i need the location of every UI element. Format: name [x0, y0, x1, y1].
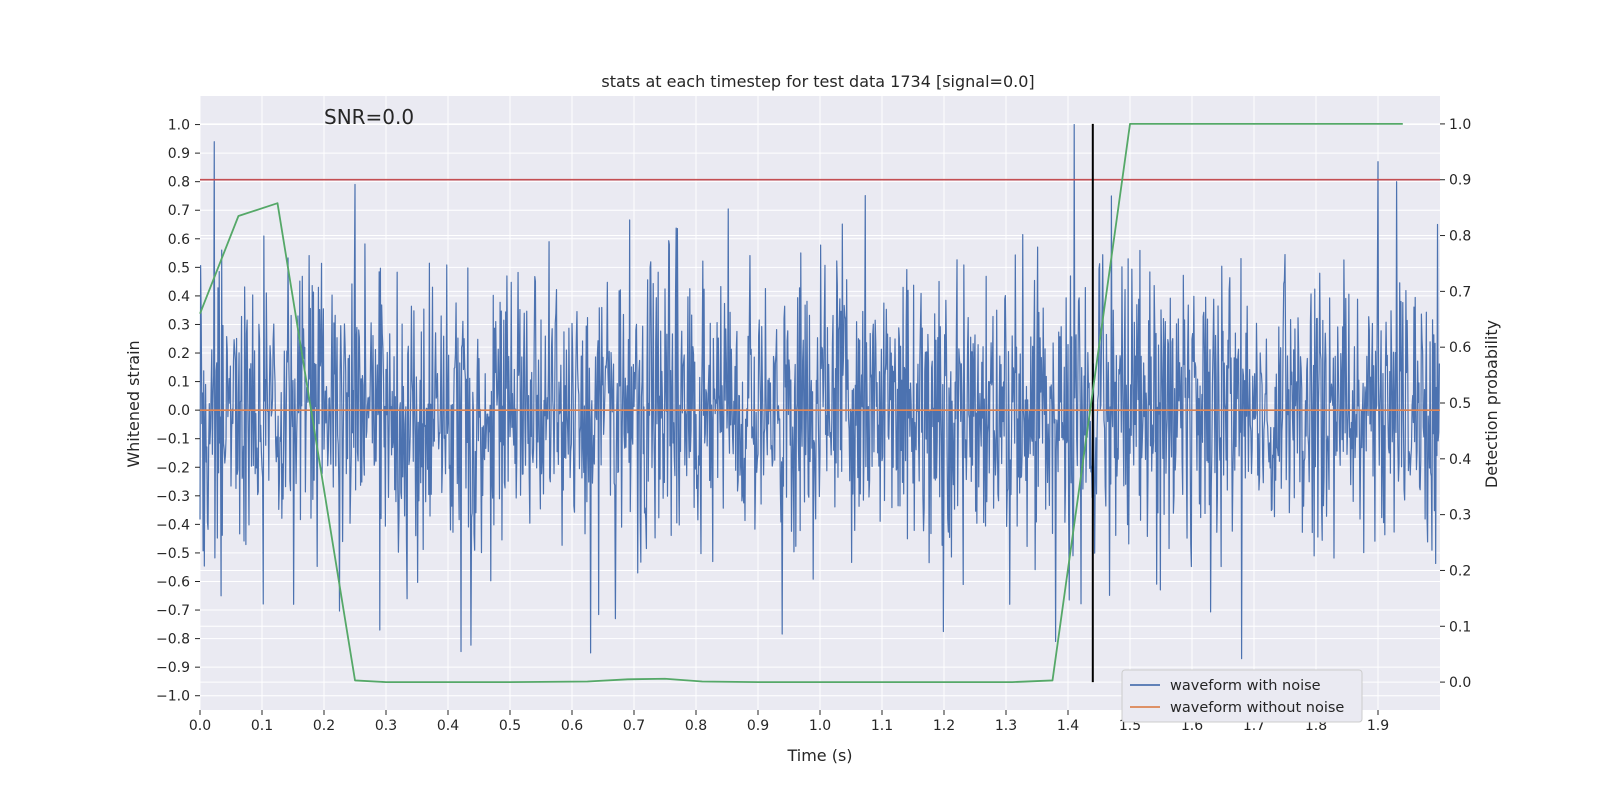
y-tick-label-left: −0.3 [156, 489, 190, 505]
y-tick-label-right: 0.9 [1449, 173, 1471, 189]
y-tick-label-right: 0.0 [1449, 675, 1471, 691]
y-tick-label-left: 0.6 [168, 232, 190, 248]
y-tick-label-left: 0.8 [168, 175, 190, 191]
x-tick-label: 1.1 [871, 718, 893, 734]
x-tick-label: 0.7 [623, 718, 645, 734]
x-tick-label: 0.6 [561, 718, 583, 734]
y-tick-label-left: −0.2 [156, 460, 190, 476]
y-tick-label-left: −0.8 [156, 632, 190, 648]
y-tick-label-left: −0.6 [156, 574, 190, 590]
y-axis-left: 1.0 0.9 0.8 0.7 0.6 0.5 0.4 0.3 0.2 0.1 0.0 −0.1 −0.… [156, 118, 200, 705]
y-tick-label-left: −0.4 [156, 517, 190, 533]
y-tick-label-right: 1.0 [1449, 117, 1471, 133]
x-tick-label: 1.3 [995, 718, 1017, 734]
y-tick-label-left: 0.9 [168, 146, 190, 162]
y-tick-label-left: −0.9 [156, 660, 190, 676]
y-tick-label-right: 0.7 [1449, 284, 1471, 300]
y-tick-label-left: −0.7 [156, 603, 190, 619]
detection-probability-line [199, 123, 1403, 683]
y-tick-label-right: 0.4 [1449, 452, 1471, 468]
x-tick-label: 0.3 [375, 718, 397, 734]
x-tick-label: 0.0 [189, 718, 211, 734]
y-axis-label-left: Whitened strain [124, 340, 143, 467]
x-tick-label: 0.5 [499, 718, 521, 734]
y-tick-label-right: 0.1 [1449, 619, 1471, 635]
y-tick-label-left: 0.3 [168, 317, 190, 333]
y-tick-label-left: 1.0 [168, 118, 190, 134]
y-tick-label-left: −0.5 [156, 546, 190, 562]
y-tick-label-right: 0.2 [1449, 563, 1471, 579]
y-tick-label-left: 0.0 [168, 403, 190, 419]
y-tick-label-left: 0.7 [168, 203, 190, 219]
legend: waveform with noise waveform without noi… [1121, 669, 1363, 723]
y-tick-label-left: 0.1 [168, 375, 190, 391]
y-tick-label-left: 0.4 [168, 289, 190, 305]
x-tick-label: 0.8 [685, 718, 707, 734]
legend-box [1121, 669, 1363, 723]
y-tick-label-left: 0.2 [168, 346, 190, 362]
series-waveform-with-noise [199, 123, 1440, 660]
y-tick-label-left: 0.5 [168, 260, 190, 276]
y-tick-label-left: −0.1 [156, 432, 190, 448]
x-tick-label: 1.2 [933, 718, 955, 734]
y-tick-label-right: 0.8 [1449, 229, 1471, 245]
x-tick-label: 0.4 [437, 718, 459, 734]
legend-label-noise: waveform with noise [1170, 678, 1321, 694]
snr-annotation: SNR=0.0 [324, 105, 414, 129]
x-axis-label: Time (s) [786, 746, 852, 765]
chart-title: stats at each timestep for test data 173… [601, 72, 1034, 91]
series-detection-probability [199, 123, 1403, 683]
y-tick-label-left: −1.0 [156, 689, 190, 705]
y-tick-label-right: 0.3 [1449, 508, 1471, 524]
x-tick-label: 0.9 [747, 718, 769, 734]
x-tick-label: 1.9 [1367, 718, 1389, 734]
y-axis-label-right: Detection probability [1482, 320, 1501, 488]
y-tick-label-right: 0.5 [1449, 396, 1471, 412]
legend-label-clean: waveform without noise [1170, 700, 1344, 716]
y-tick-label-right: 0.6 [1449, 340, 1471, 356]
x-tick-label: 0.1 [251, 718, 273, 734]
y-axis-right: 1.0 0.9 0.8 0.7 0.6 0.5 0.4 0.3 0.2 0.1 0.0 [1440, 117, 1471, 691]
noise-waveform-line [199, 123, 1440, 660]
x-tick-label: 0.2 [313, 718, 335, 734]
reference-lines [200, 123, 1440, 683]
x-tick-label: 1.0 [809, 718, 831, 734]
x-tick-label: 1.4 [1057, 718, 1079, 734]
